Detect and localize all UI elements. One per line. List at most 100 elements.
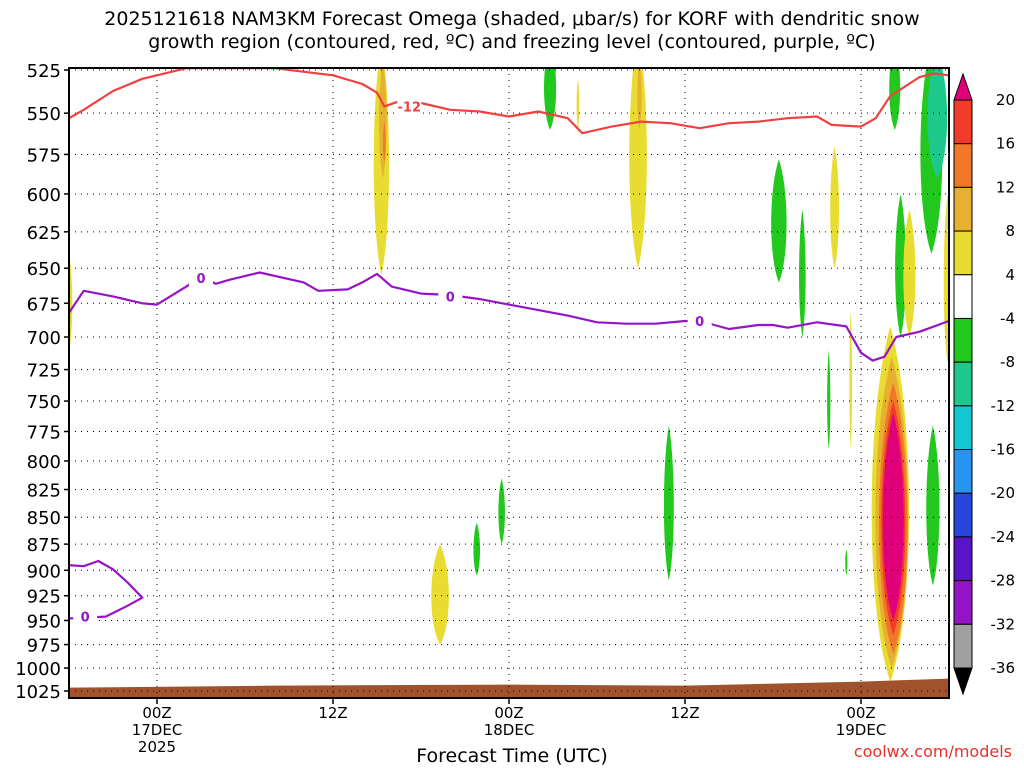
- terrain-fill: [69, 678, 949, 698]
- colorbar-label: -36: [991, 659, 1016, 677]
- y-tick-label: 1000: [15, 659, 61, 680]
- y-tick-label: 575: [27, 145, 61, 166]
- colorbar-box: [953, 580, 973, 625]
- omega-blob: [576, 78, 580, 130]
- y-axis: 525 550 575 600 625 650 675 700 725 750 775 800 825 8…: [15, 61, 69, 703]
- y-tick-label: 900: [27, 561, 61, 582]
- colorbar-label: -32: [991, 615, 1016, 633]
- x-tick-label: 00Z: [494, 704, 523, 722]
- omega-blob: [498, 478, 505, 545]
- colorbar-label: 4: [1005, 266, 1015, 284]
- omega-blob: [926, 425, 940, 586]
- colorbar-box: [953, 449, 973, 494]
- x-tick-year-label: 2025: [138, 738, 176, 756]
- colorbar-box: [953, 317, 973, 363]
- y-tick-label: 600: [27, 185, 61, 206]
- freezing-contour-label: 0: [446, 290, 455, 305]
- omega-blob: [637, 68, 642, 130]
- freezing-contour-label-bg: [73, 608, 98, 625]
- omega-blob: [771, 159, 787, 283]
- colorbar-triangle-top: [953, 72, 973, 101]
- omega-blob: [845, 549, 848, 576]
- gridlines: [69, 68, 949, 698]
- y-tick-label: 700: [27, 328, 61, 349]
- colorbar-box: [953, 274, 973, 319]
- freezing-contour-label: 0: [196, 272, 205, 287]
- plot-frame: [68, 67, 950, 699]
- omega-blob: [943, 193, 949, 364]
- y-tick-label: 800: [27, 452, 61, 473]
- site-credit: coolwx.com/models: [853, 742, 1012, 761]
- y-tick-label: 650: [27, 259, 61, 280]
- omega-shading-layer: [69, 68, 949, 682]
- x-axis-title: Forecast Time (UTC): [416, 745, 608, 767]
- x-tick-date-label: 17DEC: [132, 721, 183, 739]
- x-tick-label: 00Z: [846, 704, 875, 722]
- colorbar-label: -20: [991, 484, 1016, 502]
- terrain-layer: [69, 678, 949, 698]
- omega-blob: [903, 209, 916, 338]
- colorbar: 20 16 12 8 4 -4 -8 -12 -16 -20 -24 -28 -32 -36: [953, 72, 1016, 696]
- omega-blob: [663, 425, 674, 581]
- colorbar-box: [953, 143, 973, 188]
- y-tick-label: 825: [27, 481, 61, 502]
- omega-blob: [895, 193, 907, 338]
- colorbar-label: -24: [991, 528, 1016, 546]
- y-tick-label: 950: [27, 611, 61, 632]
- colorbar-box: [953, 361, 973, 407]
- colorbar-box: [953, 186, 973, 232]
- omega-blob: [849, 310, 853, 450]
- freezing-contour-label-bg: [189, 270, 213, 287]
- y-tick-label: 750: [27, 392, 61, 413]
- x-tick-date-label: 19DEC: [836, 721, 887, 739]
- y-tick-label: 525: [27, 61, 61, 82]
- colorbar-label: -16: [991, 441, 1016, 459]
- chart-title-line2: growth region (contoured, red, ºC) and f…: [148, 31, 876, 53]
- freezing-contour-label: 0: [81, 611, 90, 626]
- colorbar-box: [953, 230, 973, 276]
- freezing-contour-label-bg: [438, 288, 463, 305]
- omega-blob: [431, 544, 449, 645]
- colorbar-box: [953, 623, 973, 669]
- x-tick-date-label: 18DEC: [484, 721, 535, 739]
- omega-blob: [473, 522, 481, 576]
- omega-blob: [927, 68, 948, 179]
- y-tick-label: 875: [27, 535, 61, 556]
- colorbar-label: -8: [1000, 353, 1015, 371]
- freezing-level-contour-line-low: [69, 559, 144, 620]
- colorbar-box: [953, 405, 973, 451]
- freezing-contour-label-bg: [687, 312, 712, 329]
- colorbar-label: -28: [991, 572, 1016, 590]
- y-tick-label: 625: [27, 223, 61, 244]
- omega-blob: [830, 146, 839, 269]
- omega-blob: [544, 68, 557, 130]
- omega-blob: [882, 413, 904, 621]
- contour-layer: -12 0 0 0 0: [69, 68, 949, 626]
- colorbar-triangle-bottom: [953, 667, 973, 696]
- x-tick-label: 00Z: [142, 704, 171, 722]
- colorbar-label: -12: [991, 397, 1016, 415]
- colorbar-label: 8: [1005, 222, 1015, 240]
- x-tick-label: 12Z: [318, 704, 347, 722]
- colorbar-label: 12: [996, 178, 1015, 196]
- colorbar-box: [953, 492, 973, 538]
- y-tick-label: 725: [27, 361, 61, 382]
- y-tick-label: 925: [27, 587, 61, 608]
- y-tick-label: 775: [27, 422, 61, 443]
- omega-blob: [827, 350, 831, 450]
- y-tick-label: 975: [27, 636, 61, 657]
- omega-blob: [799, 209, 806, 338]
- colorbar-label: 16: [996, 135, 1015, 153]
- dgz-contour-label-bg: [397, 98, 422, 115]
- y-tick-label: 550: [27, 104, 61, 125]
- omega-blob: [889, 68, 901, 130]
- y-tick-label: 675: [27, 294, 61, 315]
- colorbar-box: [953, 99, 973, 145]
- dgz-contour-label: -12: [398, 100, 422, 115]
- colorbar-box: [953, 536, 973, 582]
- freezing-contour-label: 0: [695, 315, 704, 330]
- chart-title-line1: 2025121618 NAM3KM Forecast Omega (shaded…: [104, 8, 920, 30]
- omega-blob: [629, 68, 647, 269]
